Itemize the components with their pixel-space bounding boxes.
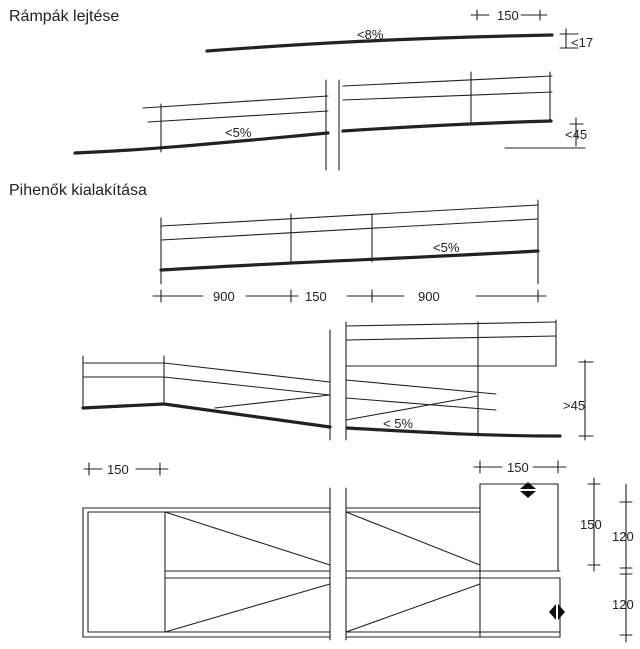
dimension-45-switchback	[578, 359, 594, 441]
landing-elevation-section: <5% 900 150 900	[152, 199, 547, 304]
dimension-45-rise	[504, 117, 586, 149]
switchback-lower-run-left	[81, 402, 332, 429]
landing-ramp-surface	[159, 249, 540, 272]
switchback-elevation-section: >45 < 5%	[81, 319, 594, 441]
plan-label-120-lower: 120	[612, 597, 634, 612]
plan-label-150-vertical: 150	[580, 517, 602, 532]
ramp-5-percent-section: <5% <45	[73, 71, 587, 171]
dim-label-150-mid: 150	[305, 289, 327, 304]
landing-slope-label: <5%	[433, 240, 460, 255]
dimension-17-rise	[559, 28, 579, 49]
switchback-lower-run-right	[345, 426, 562, 438]
plan-view-section: 150 150	[82, 460, 634, 643]
dimension-150-plan-vertical	[587, 477, 601, 572]
plan-label-150-right: 150	[507, 460, 529, 475]
plan-label-120-upper: 120	[612, 529, 634, 544]
arrow-down-icon	[520, 491, 536, 498]
plan-label-150-left: 150	[107, 462, 129, 477]
arrow-right-icon	[558, 604, 565, 620]
arrow-left-icon	[549, 604, 556, 620]
dimension-150-top	[470, 9, 548, 21]
switchback-rise-label: >45	[563, 398, 585, 413]
ramp-surface-right	[341, 119, 553, 133]
dimension-chain-900-150-900	[152, 289, 547, 303]
slope-label-8: <8%	[357, 27, 384, 42]
heading-landings: Pihenők kialakítása	[9, 182, 147, 199]
dimension-150-plan-left	[83, 462, 169, 476]
arrow-up-icon	[520, 482, 536, 489]
width-label-150-top: 150	[497, 8, 519, 23]
heading-ramp-slopes: Rámpák lejtése	[9, 8, 120, 25]
ramp-surface-left	[73, 131, 330, 155]
rise-label-17: <17	[571, 35, 593, 50]
dimension-120-120-plan	[619, 483, 633, 643]
ramp-8-percent-section: <8% 150 <17	[205, 8, 593, 53]
slope-label-5: <5%	[225, 125, 252, 140]
dimension-150-plan-right	[473, 460, 567, 474]
rise-label-45: <45	[565, 127, 587, 142]
dim-label-900-left: 900	[213, 289, 235, 304]
ramp-surface-line	[205, 33, 554, 53]
switchback-slope-label: < 5%	[383, 416, 413, 431]
dim-label-900-right: 900	[418, 289, 440, 304]
